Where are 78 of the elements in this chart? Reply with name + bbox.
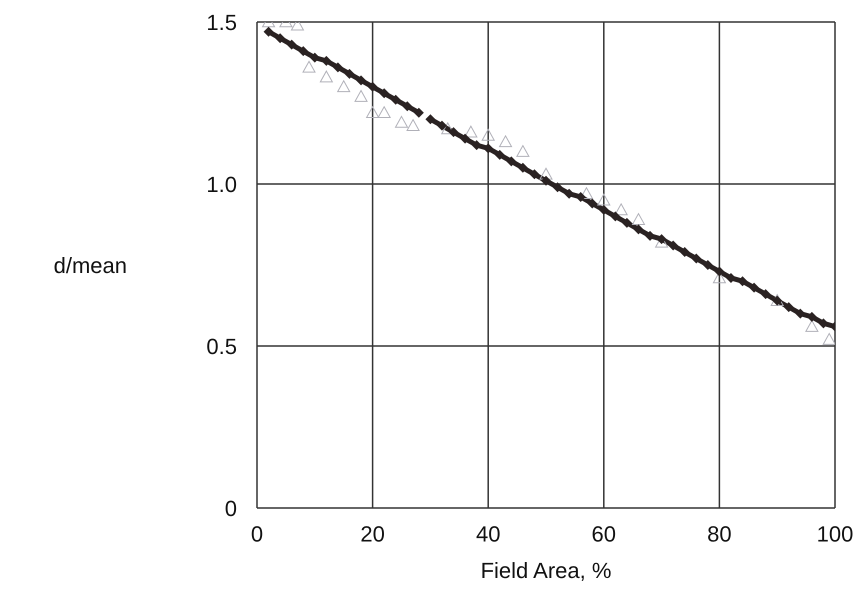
point xyxy=(402,101,412,112)
point xyxy=(702,260,713,270)
point xyxy=(726,272,736,283)
point xyxy=(414,108,424,118)
point xyxy=(633,224,644,234)
point xyxy=(406,119,420,131)
point xyxy=(795,308,806,319)
point xyxy=(760,289,771,300)
point xyxy=(576,192,586,202)
y-tick-label: 0.5 xyxy=(206,334,237,359)
point xyxy=(818,318,828,328)
x-tick-label: 100 xyxy=(816,522,854,547)
point xyxy=(668,240,678,251)
point xyxy=(472,140,482,150)
point xyxy=(464,126,478,138)
point xyxy=(806,312,817,322)
point xyxy=(366,106,380,118)
point xyxy=(436,120,447,131)
point xyxy=(425,114,436,124)
x-tick-label: 40 xyxy=(476,522,500,547)
point xyxy=(598,204,609,215)
point xyxy=(518,162,528,173)
point xyxy=(805,320,818,332)
point xyxy=(540,168,552,180)
point xyxy=(332,62,343,72)
x-tick-label: 20 xyxy=(360,522,385,547)
point xyxy=(483,143,494,154)
point xyxy=(587,198,598,208)
point xyxy=(337,80,350,92)
point xyxy=(320,70,333,82)
point xyxy=(482,128,495,141)
point xyxy=(680,247,690,258)
x-tick-label: 60 xyxy=(592,522,616,547)
point xyxy=(298,46,308,56)
point xyxy=(286,40,297,50)
point xyxy=(506,156,516,166)
x-tick-label: 0 xyxy=(250,522,264,547)
y-tick-label: 0 xyxy=(224,496,237,521)
point xyxy=(614,203,628,216)
point xyxy=(302,60,316,73)
point xyxy=(356,75,366,86)
point xyxy=(622,218,632,228)
point xyxy=(354,90,368,102)
point xyxy=(390,94,401,105)
point xyxy=(564,188,574,199)
point xyxy=(395,116,408,128)
point xyxy=(656,234,667,244)
y-axis-title: d/mean xyxy=(54,252,127,278)
point xyxy=(645,230,656,241)
point xyxy=(264,26,274,37)
point xyxy=(321,56,332,66)
x-tick-label: 80 xyxy=(707,522,732,547)
point xyxy=(499,135,512,148)
point xyxy=(494,150,505,160)
point xyxy=(379,88,390,98)
point xyxy=(460,134,470,144)
y-tick-label: 1.5 xyxy=(206,10,237,35)
point xyxy=(784,302,794,312)
point xyxy=(275,33,286,44)
point xyxy=(378,106,391,118)
point xyxy=(714,266,724,276)
point xyxy=(516,145,530,157)
point xyxy=(691,254,702,264)
point xyxy=(749,282,760,293)
point xyxy=(310,52,320,63)
point xyxy=(597,194,610,206)
point xyxy=(541,176,551,186)
point xyxy=(344,68,354,79)
point xyxy=(368,82,378,92)
point xyxy=(529,169,540,180)
x-axis-title: Field Area, % xyxy=(480,558,612,583)
point xyxy=(632,213,645,225)
point xyxy=(552,182,563,192)
point xyxy=(610,211,620,222)
y-tick-label: 1.0 xyxy=(206,172,237,197)
point xyxy=(822,333,835,345)
point xyxy=(448,127,459,138)
point xyxy=(738,276,748,286)
